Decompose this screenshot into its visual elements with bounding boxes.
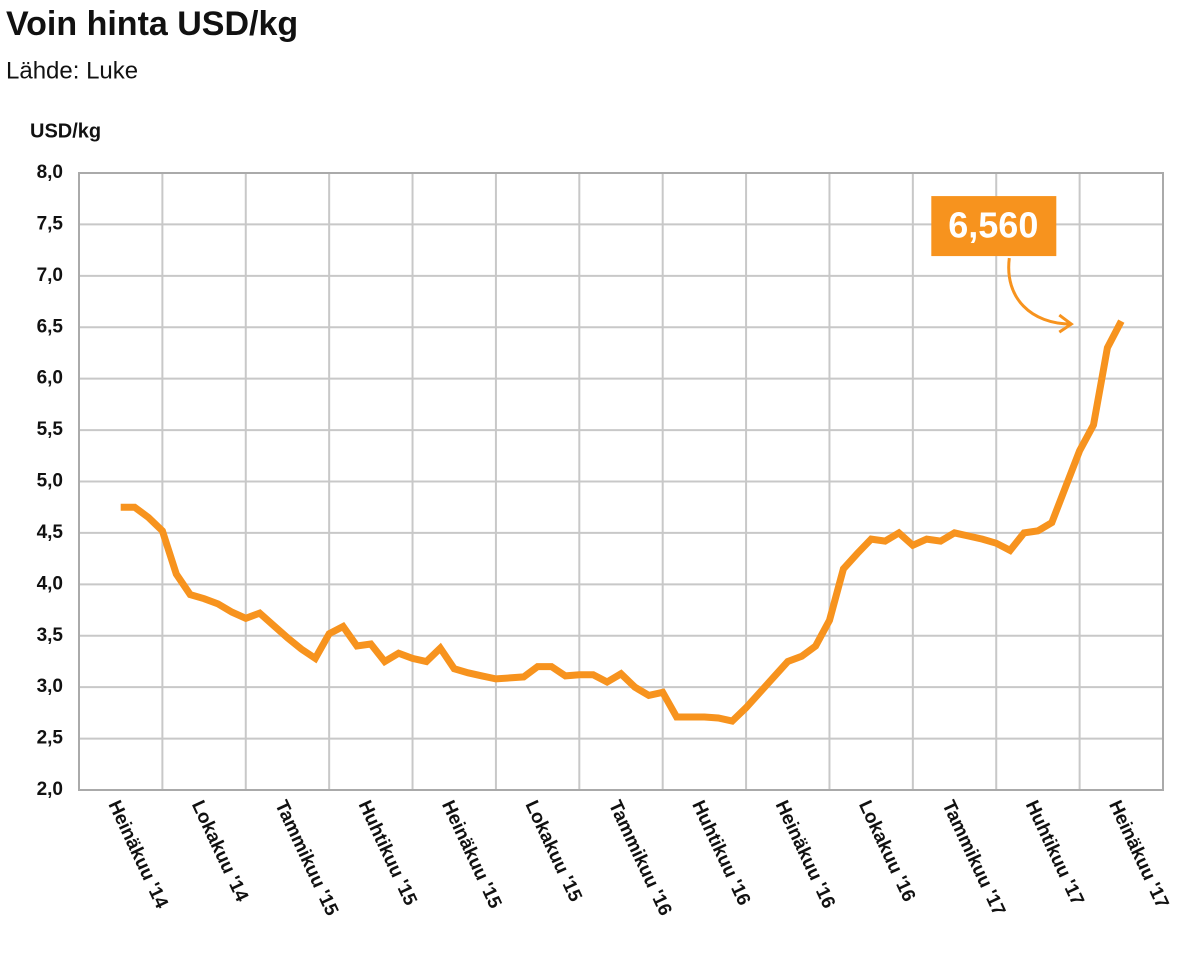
price-line xyxy=(120,319,1125,725)
plot-frame xyxy=(78,172,1164,791)
x-tick-label: Lokakuu '14 xyxy=(187,797,252,905)
y-tick-label: 4,5 xyxy=(37,522,64,543)
x-tick-label: Huhtikuu '17 xyxy=(1021,797,1088,909)
x-tick-label: Heinäkuu '16 xyxy=(771,797,839,911)
x-tick-label: Tammikuu '16 xyxy=(604,797,676,919)
x-tick-label: Tammikuu '15 xyxy=(270,797,342,919)
y-tick-label: 5,5 xyxy=(37,419,64,440)
annotation-box xyxy=(931,196,1057,257)
y-tick-label: 2,5 xyxy=(37,728,64,749)
y-tick-label: 4,0 xyxy=(37,573,63,594)
value-label: 6,560 xyxy=(948,205,1038,246)
x-tick-label: Heinäkuu '17 xyxy=(1104,797,1172,911)
x-tick-label: Tammikuu '17 xyxy=(937,797,1009,919)
y-tick-label: 6,5 xyxy=(37,316,64,337)
y-tick-label: 3,5 xyxy=(37,625,64,646)
arrow-head xyxy=(1058,313,1074,334)
y-tick-label: 6,0 xyxy=(37,368,63,389)
x-tick-label: Lokakuu '15 xyxy=(521,797,586,905)
y-tick-label: 7,5 xyxy=(37,213,64,234)
annotation-arrow xyxy=(1007,257,1072,326)
x-tick-label: Lokakuu '16 xyxy=(854,797,919,905)
y-tick-label: 2,0 xyxy=(37,779,63,800)
chart-title: Voin hinta USD/kg xyxy=(6,5,298,43)
y-tick-label: 8,0 xyxy=(37,162,63,183)
y-tick-label: 5,0 xyxy=(37,471,63,492)
x-tick-label: Heinäkuu '15 xyxy=(437,797,505,912)
y-tick-label: 3,0 xyxy=(37,676,63,697)
x-tick-label: Huhtikuu '16 xyxy=(687,797,754,909)
y-axis-label: USD/kg xyxy=(30,120,101,142)
chart-subtitle: Lähde: Luke xyxy=(6,57,138,84)
x-tick-label: Huhtikuu '15 xyxy=(354,797,421,909)
y-tick-label: 7,0 xyxy=(37,265,63,286)
x-tick-label: Heinäkuu '14 xyxy=(104,797,172,912)
